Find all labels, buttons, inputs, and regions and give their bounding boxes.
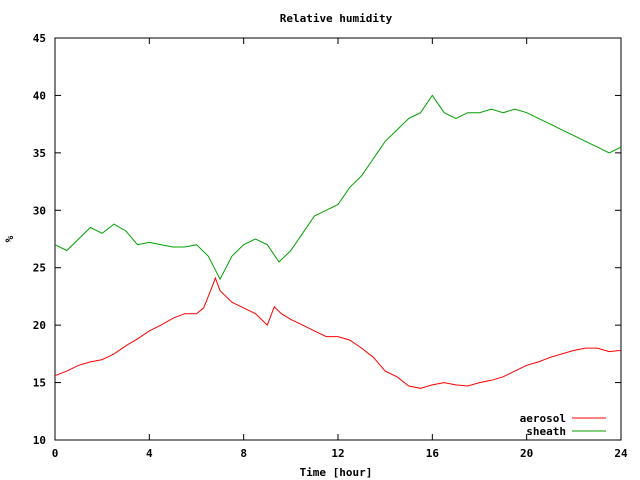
series-line-sheath [54,94,622,281]
y-tick-label: 15 [33,377,46,390]
x-axis-ticks: 0 4 8 12 16 20 24 [52,38,628,460]
x-tick-label: 4 [146,447,153,460]
y-tick-label: 25 [33,262,46,275]
x-tick-label: 24 [614,447,628,460]
y-tick-label: 40 [33,89,46,102]
y-axis-ticks: 10 15 20 25 30 35 40 45 [33,32,621,447]
series-line-aerosol [54,276,622,389]
x-axis-label: Time [hour] [300,466,373,479]
legend-label-sheath: sheath [526,425,566,438]
x-tick-label: 16 [426,447,440,460]
y-tick-label: 20 [33,319,46,332]
y-tick-label: 30 [33,204,46,217]
y-tick-label: 45 [33,32,46,45]
x-tick-label: 0 [52,447,59,460]
y-tick-label: 10 [33,434,46,447]
x-tick-label: 8 [240,447,247,460]
plot-frame [54,37,622,441]
legend-label-aerosol: aerosol [520,412,566,425]
x-tick-label: 12 [331,447,344,460]
chart-title: Relative humidity [280,12,393,25]
x-tick-label: 20 [520,447,533,460]
y-axis-label: % [3,235,16,242]
y-tick-label: 35 [33,147,46,160]
series-layer [54,94,622,389]
